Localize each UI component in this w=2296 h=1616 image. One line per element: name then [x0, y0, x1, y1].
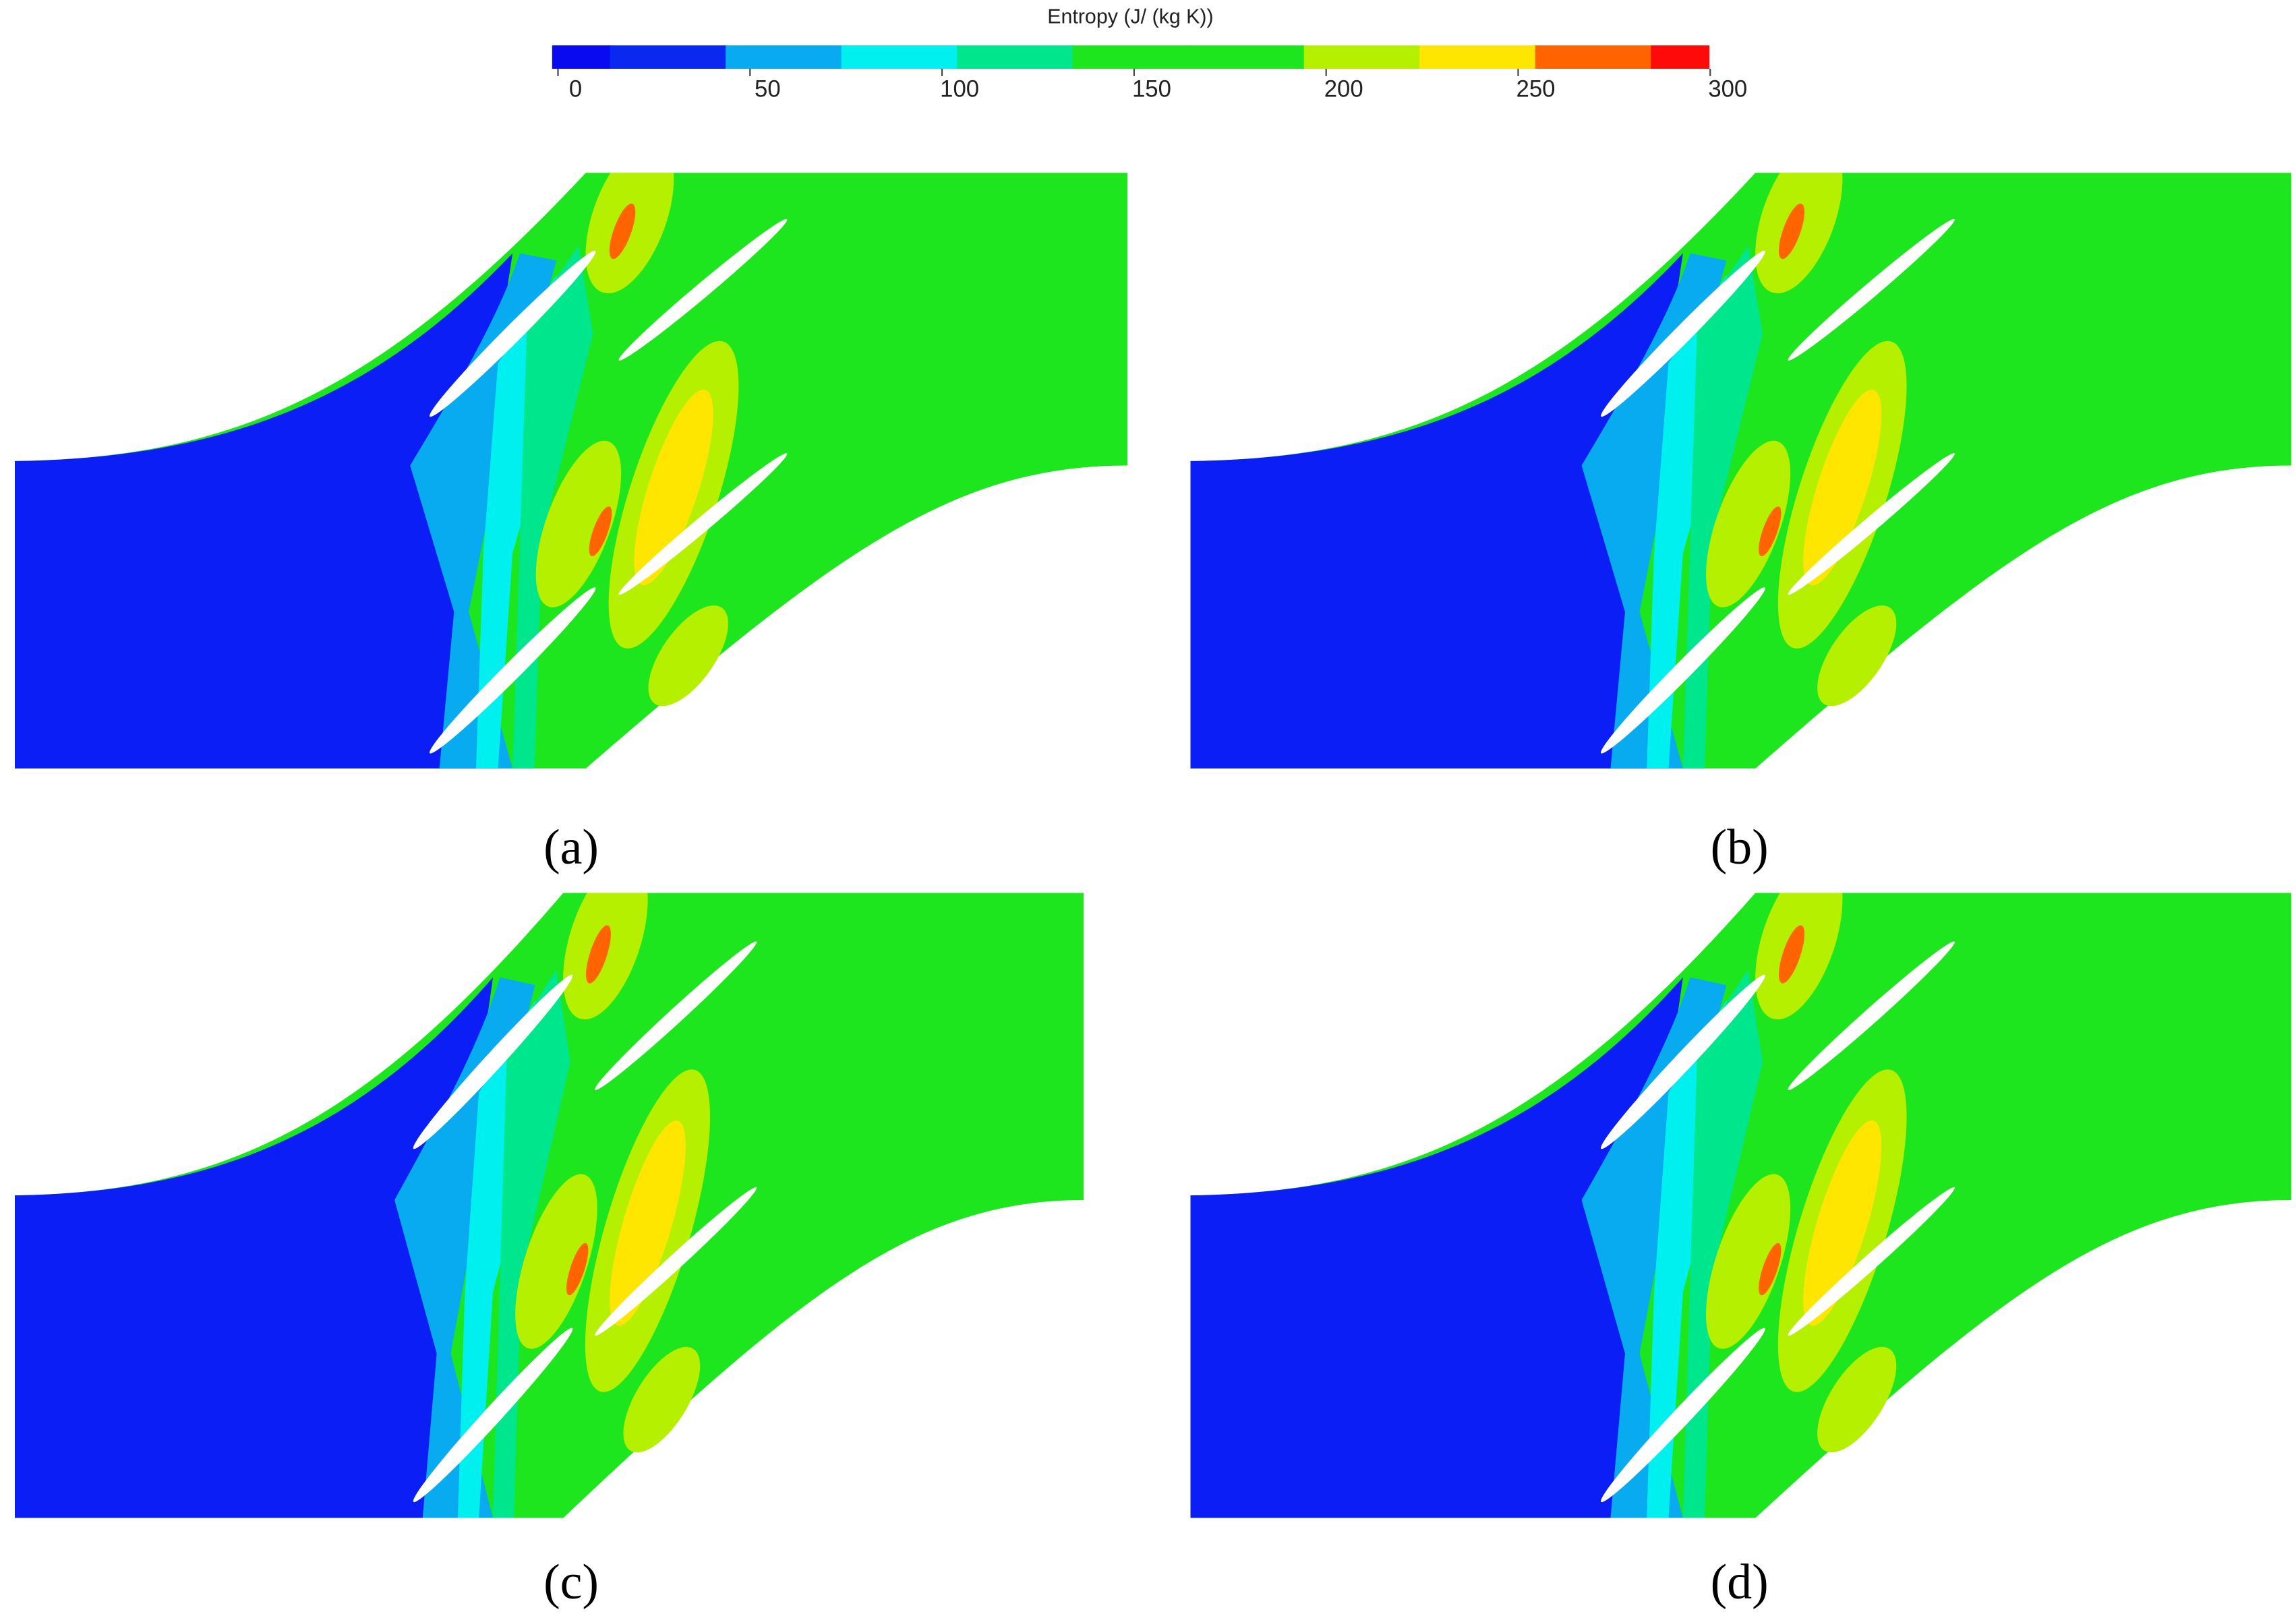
colorbar-segment	[1303, 45, 1421, 69]
panel-d: (d)	[1190, 893, 2292, 1609]
contour-plot	[1190, 893, 2292, 1518]
tick-label: 150	[1132, 76, 1171, 102]
colorbar-title: Entropy (J/ (kg K))	[1047, 5, 1213, 28]
panel-label: (d)	[1711, 1554, 1769, 1609]
contour-plot	[14, 893, 1084, 1518]
colorbar-segment	[1188, 45, 1305, 69]
colorbar-segment	[1535, 45, 1652, 69]
panel-c: (c)	[14, 893, 1084, 1609]
tick-label: 300	[1708, 76, 1747, 102]
tick-label: 200	[1324, 76, 1363, 102]
contour-plot	[1190, 173, 2292, 769]
colorbar-bar	[552, 45, 1710, 69]
colorbar-segment	[1419, 45, 1536, 69]
tick-label: 100	[940, 76, 979, 102]
colorbar-segment	[552, 45, 611, 69]
colorbar-segment	[1651, 45, 1710, 69]
panel-label: (b)	[1711, 819, 1769, 874]
panel-a: (a)	[14, 173, 1128, 874]
colorbar-segment	[610, 45, 727, 69]
contour-plot	[14, 173, 1128, 769]
colorbar-segment	[726, 45, 842, 69]
panel-label: (c)	[543, 1554, 599, 1609]
panel-b: (b)	[1190, 173, 2292, 874]
colorbar-segment	[841, 45, 958, 69]
panel-label: (a)	[543, 819, 599, 874]
tick-label: 50	[755, 76, 781, 102]
tick-label: 0	[569, 76, 582, 102]
colorbar-ticks: 0 50 100 150 200 250 300	[557, 69, 1747, 102]
colorbar-segment	[1072, 45, 1189, 69]
colorbar: Entropy (J/ (kg K)) 0 50 100 150 200 250 300	[552, 5, 1747, 102]
colorbar-segment	[957, 45, 1073, 69]
tick-label: 250	[1517, 76, 1556, 102]
